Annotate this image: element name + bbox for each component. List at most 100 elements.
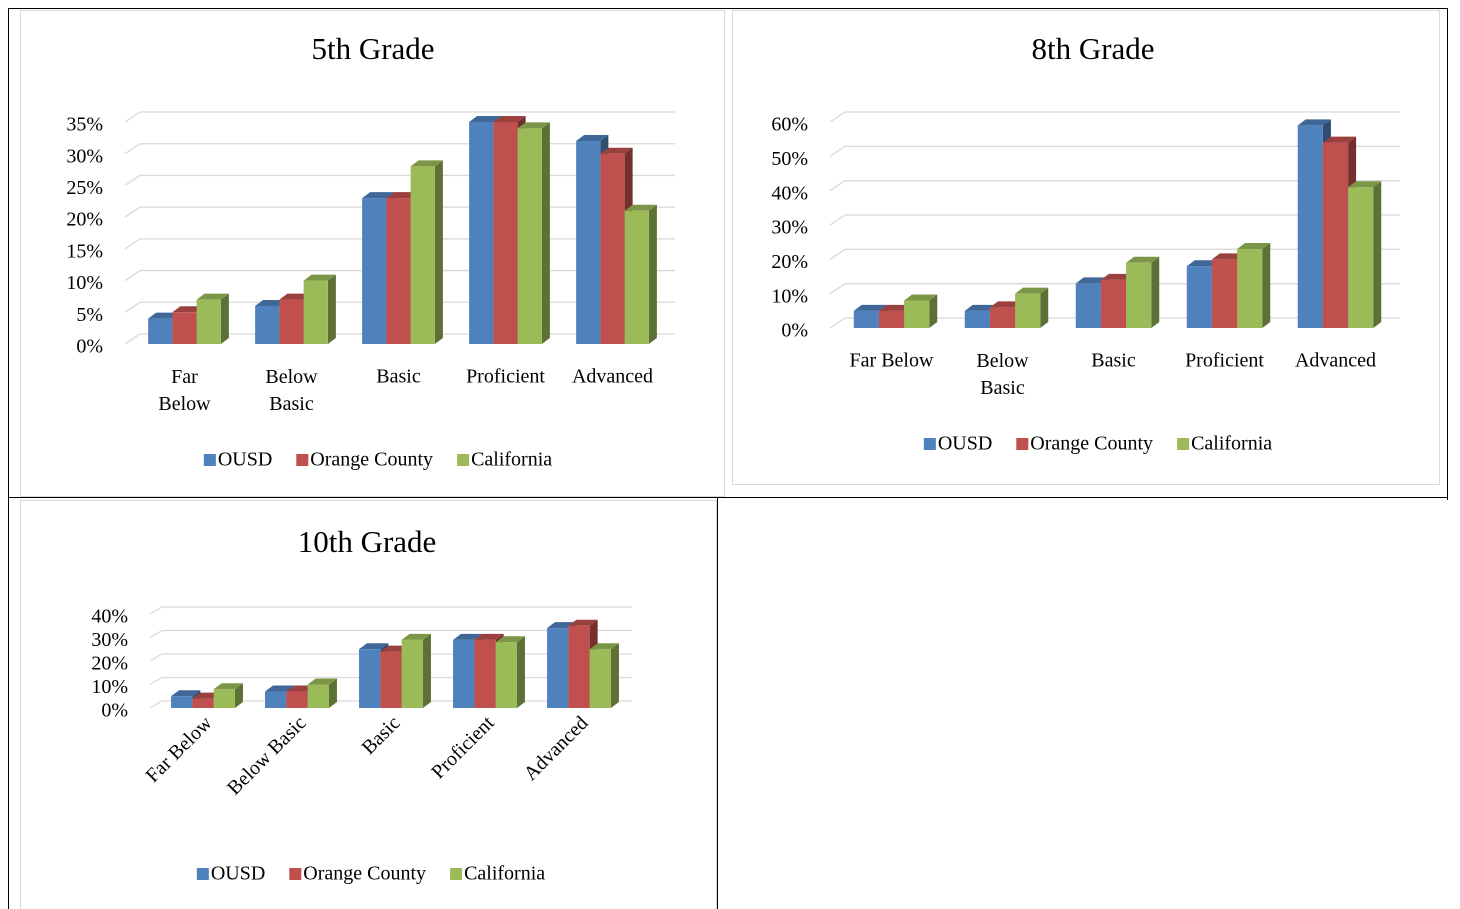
grid-line-side [124,111,141,123]
bar-front [568,625,590,708]
bar [307,678,337,708]
bar-top [172,306,205,313]
legend-swatch [289,868,302,880]
x-tick-label: Far Below [142,712,217,787]
bar-front [1075,283,1101,328]
grid-line-side [149,653,163,662]
bar-top [148,312,181,319]
bar-front [196,299,221,344]
grid-line-side [124,270,141,282]
grid-line-side [149,700,163,709]
bar [196,293,229,344]
bar-front [380,651,402,708]
bar-front [600,153,625,344]
legend-label: California [1191,433,1272,455]
bar-front [547,628,569,708]
bar-top [517,122,550,129]
y-tick-label: 60% [771,114,808,136]
bar-front [1186,266,1212,328]
bar-side [648,204,657,344]
bar-top [624,204,657,211]
x-tick-label: Advanced [520,712,593,785]
bar-side [328,678,337,708]
bar-front [1100,279,1127,328]
bar-front [362,198,387,344]
bar-top [1126,256,1160,263]
y-tick-label: 10% [771,285,808,307]
bar-front [307,684,329,708]
chart-title: 10th Grade [298,524,437,559]
grid-line-side [149,629,163,639]
chart-frame [20,10,725,497]
bar-top [362,192,395,199]
bar-top [1322,136,1357,143]
bar-front [192,698,214,708]
bar-top [359,643,389,650]
bar-top [1211,253,1246,260]
bar-side [1151,256,1160,328]
bar-front [1297,125,1323,328]
bar-side [327,274,336,344]
bar-top [307,678,337,685]
bar-top [279,293,312,300]
bar-front [1015,293,1041,328]
bar-front [493,122,518,344]
bar [589,643,619,708]
grid-line-side [829,317,846,329]
bar-side [1373,181,1382,328]
bar-top [495,636,525,643]
bar [904,294,938,328]
bar-front [453,639,475,708]
bar-top [493,116,526,122]
grid-line [829,111,1400,123]
legend-label: OUSD [211,863,265,885]
bar-front [1211,259,1238,328]
legend-swatch [457,454,470,466]
y-tick-label: 15% [66,240,103,262]
y-tick-label: 30% [66,145,103,167]
bar-front [1348,187,1374,328]
y-tick-label: 0% [101,700,128,722]
bar-top [265,685,295,692]
bar-front [517,128,542,344]
x-tick-label: Proficient [427,712,499,784]
legend-label: Orange County [303,863,426,885]
x-tick-label: Basic [358,712,405,759]
legend-swatch [196,868,209,880]
bar-front [286,691,308,708]
grid-line-side [829,283,846,295]
legend-swatch [923,438,936,450]
bar [1126,256,1160,328]
bar-top [600,147,633,154]
bar-front [359,649,381,708]
bar-front [148,318,173,344]
x-tick-label: Proficient [1185,350,1264,372]
y-tick-label: 0% [781,320,808,342]
grid-line-side [124,143,141,155]
chart-frame [732,10,1440,485]
bar-top [1100,273,1135,280]
grid-line-side [829,214,846,226]
bar-side [1040,287,1049,328]
bar-side [1262,243,1271,328]
legend-swatch [1177,438,1190,450]
bar-side [516,636,525,708]
x-tick-label: Below Basic [976,350,1029,399]
bar-front [386,198,411,344]
bar-side [610,643,619,708]
bar [213,683,243,708]
bar-front [1237,249,1263,328]
grid-line [149,606,632,615]
x-tick-label: Proficient [466,366,545,388]
x-tick-label: Far Below [158,366,211,415]
bar-top [469,116,502,122]
x-tick-label: Advanced [1295,350,1376,372]
bar-top [1075,277,1109,284]
bar [410,160,443,344]
grid-line-side [124,301,141,313]
bar-side [220,293,229,344]
x-tick-label: Advanced [572,366,653,388]
bar-front [1322,142,1349,328]
bar-top [853,304,887,311]
